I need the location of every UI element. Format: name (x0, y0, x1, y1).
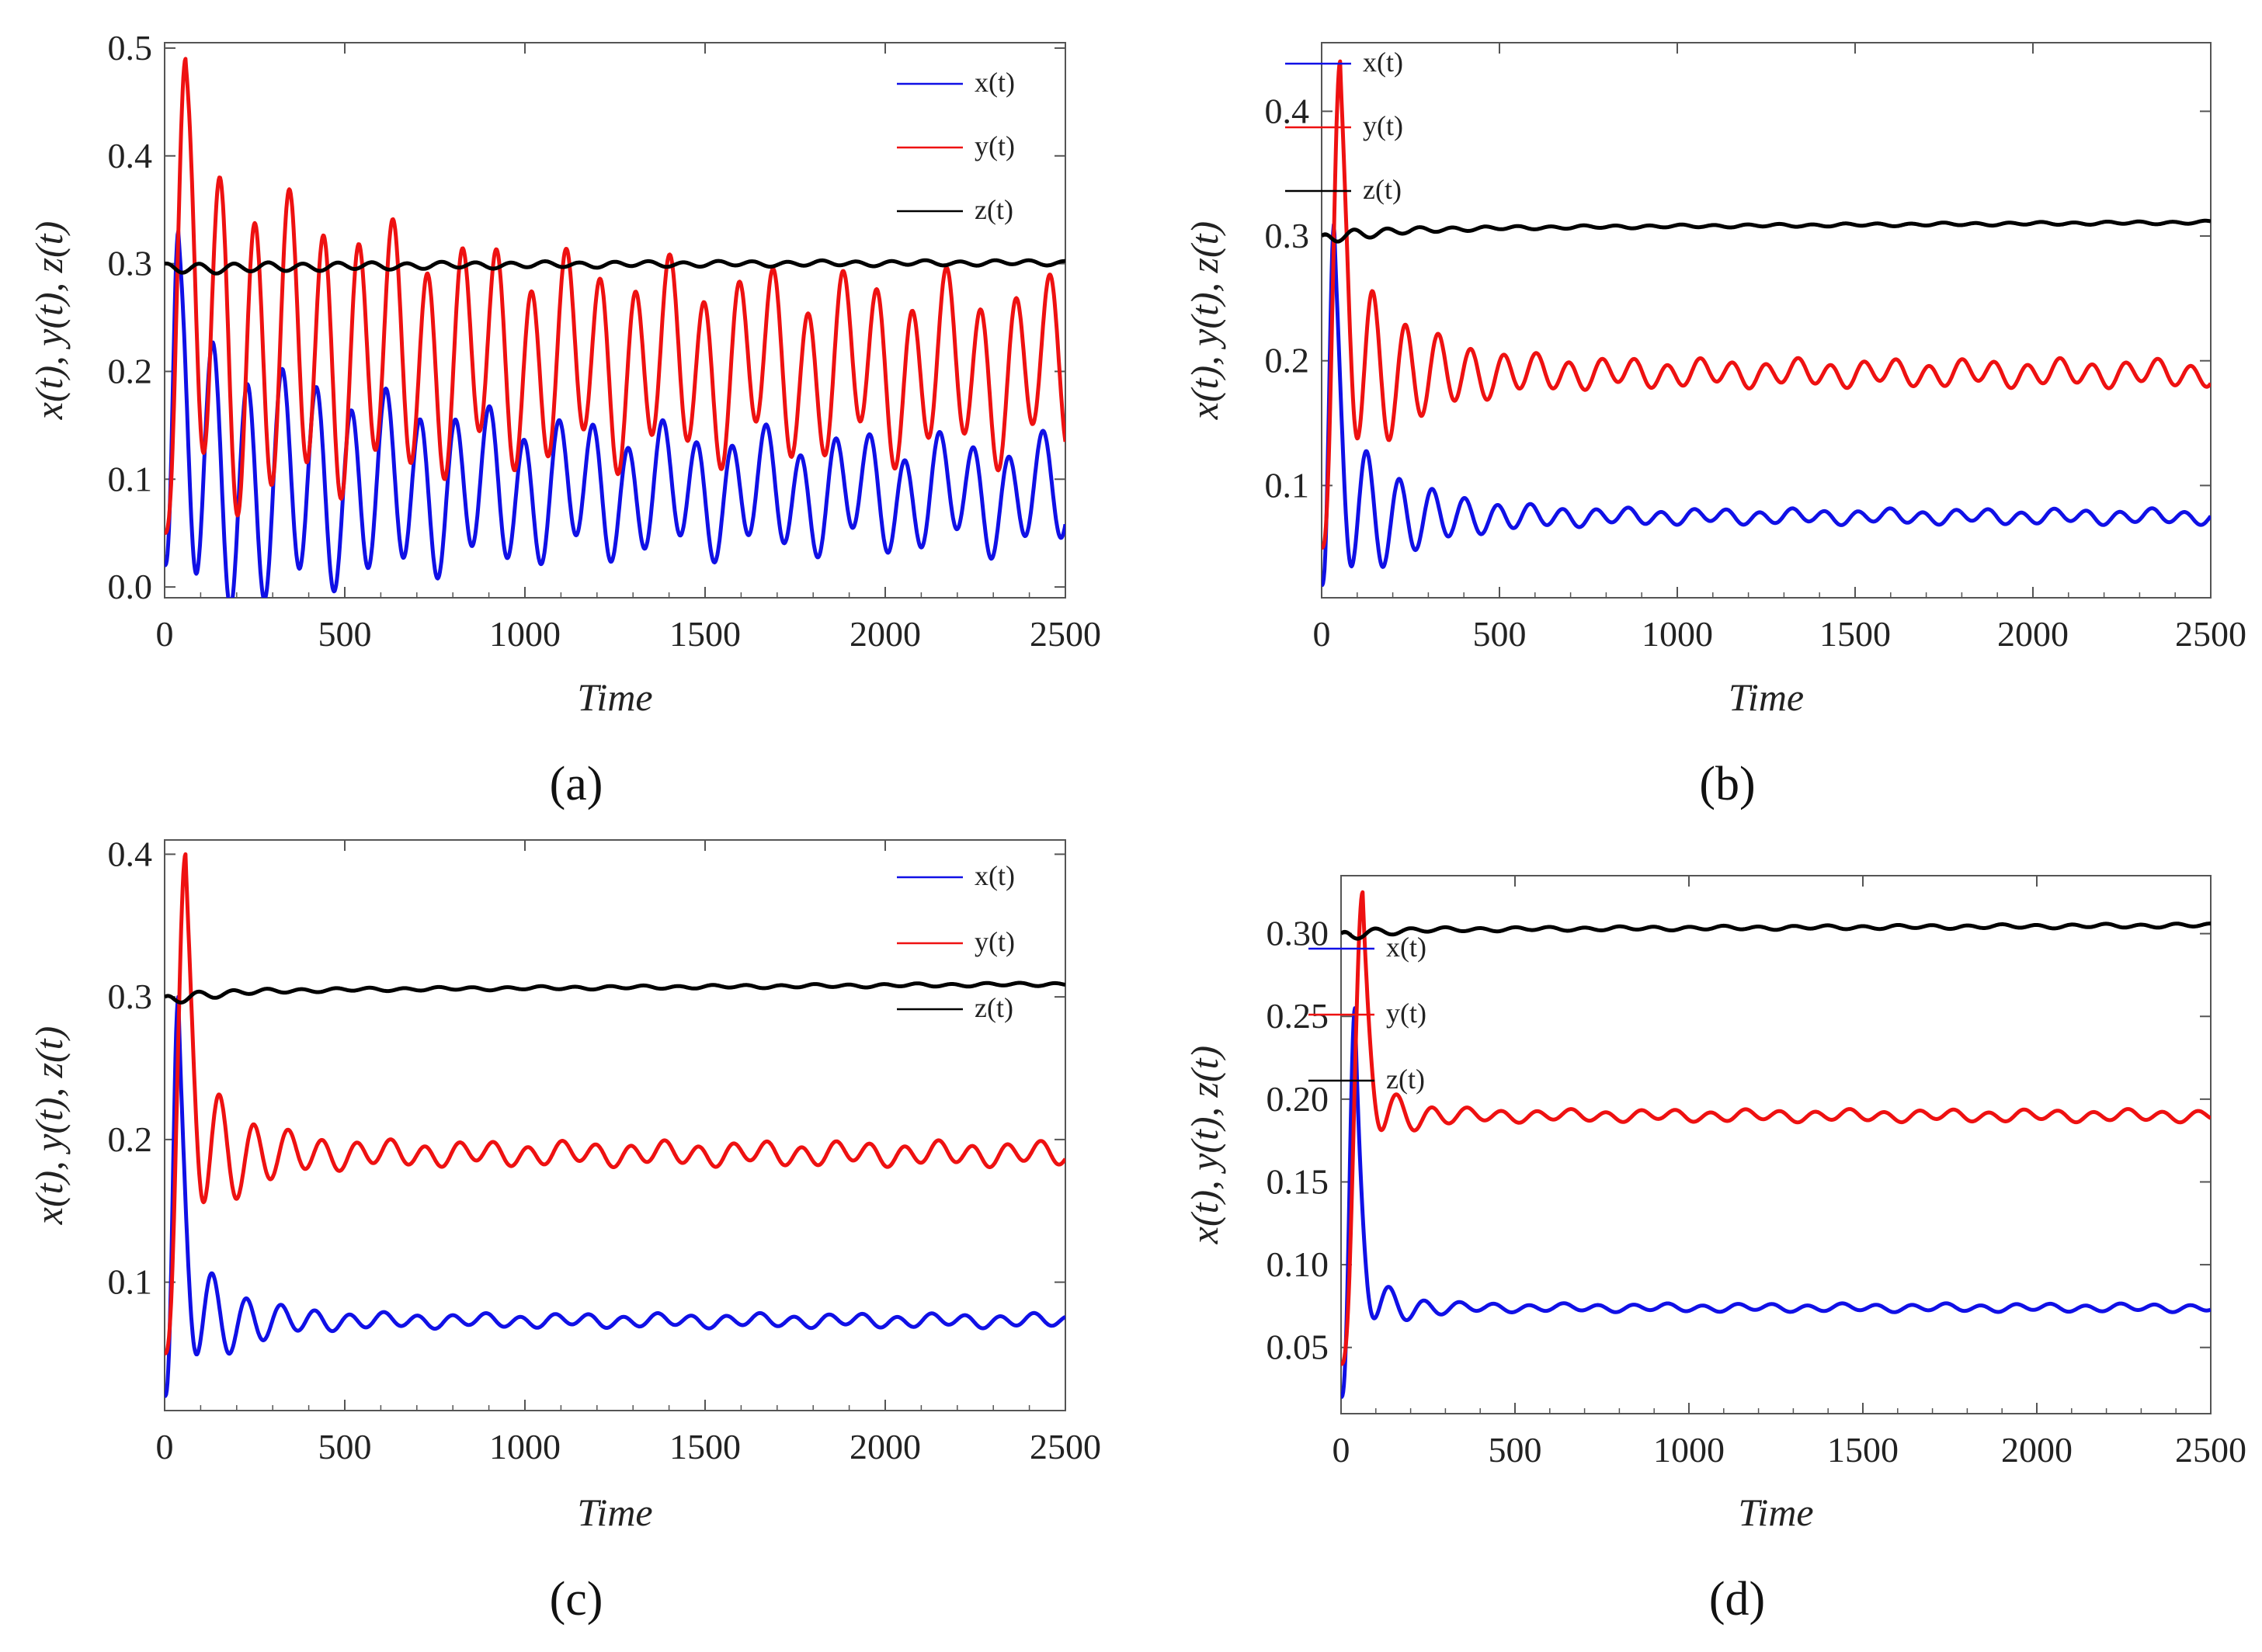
legend-entry-x: x(t) (975, 860, 1015, 891)
series-line-z (165, 258, 1065, 276)
plot-frame (1340, 875, 2212, 1414)
x-tick-label: 0 (156, 614, 174, 654)
series-line-x (165, 229, 1065, 598)
panel-label: (a) (550, 758, 603, 810)
y-axis-label: x(t), y(t), z(t) (27, 221, 71, 420)
legend-entry-y: y(t) (1386, 998, 1426, 1029)
x-tick-label: 2500 (2175, 1430, 2246, 1470)
chart-panel-d: 0 500 1000 1500 2000 2500 0.05 0.10 0.15 0.20 0.25… (1183, 875, 2246, 1626)
y-tick-label: 0.20 (1267, 1079, 1329, 1119)
x-tick-label: 1500 (1827, 1430, 1899, 1470)
y-tick-label: 0.2 (108, 351, 153, 390)
y-axis-label: x(t), y(t), z(t) (1183, 1046, 1226, 1244)
legend-entry-y: y(t) (1363, 110, 1403, 141)
y-tick-label: 0.30 (1267, 914, 1329, 953)
series-line-z (1341, 921, 2211, 941)
legend-entry-z: z(t) (975, 992, 1013, 1023)
series-line-y (165, 852, 1065, 1355)
x-axis-label: Time (577, 1491, 652, 1534)
panel-label: (b) (1699, 758, 1755, 810)
plot-frame (164, 839, 1066, 1411)
x-tick-label: 1500 (1819, 614, 1891, 654)
x-tick-label: 1500 (669, 614, 741, 654)
y-tick-label: 0.4 (108, 834, 153, 873)
y-tick-label: 0.15 (1267, 1161, 1329, 1201)
y-tick-label: 0.3 (1265, 216, 1310, 255)
y-tick-label: 0.2 (108, 1119, 153, 1159)
panel-label: (d) (1709, 1573, 1765, 1626)
x-axis-label: Time (577, 675, 652, 719)
x-tick-label: 2500 (2175, 614, 2246, 654)
x-tick-label: 1000 (1653, 1430, 1725, 1470)
x-tick-label: 0 (1313, 614, 1331, 654)
y-tick-label: 0.2 (1265, 341, 1310, 380)
y-axis-label: x(t), y(t), z(t) (27, 1026, 71, 1225)
series-line-y (1341, 890, 2211, 1366)
chart-panel-a: 0 500 1000 1500 2000 2500 0.0 0.1 0.2 0.3 0.4 0.5 Ti… (27, 28, 1101, 810)
x-tick-label: 1500 (669, 1427, 741, 1466)
legend-entry-z: z(t) (1363, 174, 1402, 205)
y-axis-label: x(t), y(t), z(t) (1183, 221, 1226, 420)
series-line-y (165, 57, 1065, 536)
x-tick-label: 1000 (1642, 614, 1713, 654)
y-tick-label: 0.3 (108, 244, 153, 283)
y-tick-label: 0.1 (1265, 465, 1310, 505)
legend-entry-x: x(t) (1363, 47, 1403, 78)
legend-entry-y: y(t) (975, 130, 1015, 161)
y-tick-label: 0.0 (108, 567, 153, 606)
y-tick-label: 0.10 (1267, 1244, 1329, 1284)
legend-entry-x: x(t) (1386, 932, 1426, 963)
x-tick-label: 2000 (1997, 614, 2069, 654)
chart-panel-b: 0 500 1000 1500 2000 2500 0.1 0.2 0.3 0.4 Time x(t)… (1183, 42, 2246, 810)
x-tick-label: 500 (1473, 614, 1527, 654)
series-line-x (165, 994, 1065, 1398)
series-line-z (165, 980, 1065, 1005)
series-line-z (1322, 218, 2211, 244)
y-tick-label: 0.4 (108, 136, 153, 175)
x-tick-label: 2500 (1030, 1427, 1101, 1466)
x-tick-label: 500 (1489, 1430, 1542, 1470)
y-tick-label: 0.5 (108, 28, 153, 68)
chart-panel-c: 0 500 1000 1500 2000 2500 0.1 0.2 0.3 0.4 Time x(t)… (27, 834, 1101, 1626)
x-tick-label: 2000 (2001, 1430, 2073, 1470)
y-tick-label: 0.25 (1267, 996, 1329, 1036)
x-tick-label: 1000 (489, 1427, 561, 1466)
y-tick-label: 0.1 (108, 1262, 153, 1302)
legend-entry-z: z(t) (1386, 1064, 1425, 1095)
x-tick-label: 0 (156, 1427, 174, 1466)
y-tick-label: 0.4 (1265, 91, 1310, 130)
series-line-x (1341, 1006, 2211, 1400)
plot-frame (1321, 42, 2212, 599)
series-line-x (1322, 222, 2211, 588)
y-tick-label: 0.1 (108, 459, 153, 498)
x-tick-label: 2000 (850, 614, 921, 654)
x-tick-label: 500 (318, 614, 372, 654)
panel-label: (c) (550, 1573, 603, 1626)
legend-entry-z: z(t) (975, 194, 1013, 225)
y-tick-label: 0.05 (1267, 1328, 1329, 1367)
x-tick-label: 0 (1333, 1430, 1350, 1470)
legend-entry-y: y(t) (975, 926, 1015, 957)
x-tick-label: 2500 (1030, 614, 1101, 654)
plot-frame (164, 42, 1066, 599)
x-axis-label: Time (1729, 675, 1804, 719)
y-tick-label: 0.3 (108, 977, 153, 1016)
x-tick-label: 2000 (850, 1427, 921, 1466)
legend-entry-x: x(t) (975, 67, 1015, 98)
x-axis-label: Time (1738, 1491, 1813, 1534)
x-tick-label: 500 (318, 1427, 372, 1466)
series-line-y (1322, 59, 2211, 550)
x-tick-label: 1000 (489, 614, 561, 654)
